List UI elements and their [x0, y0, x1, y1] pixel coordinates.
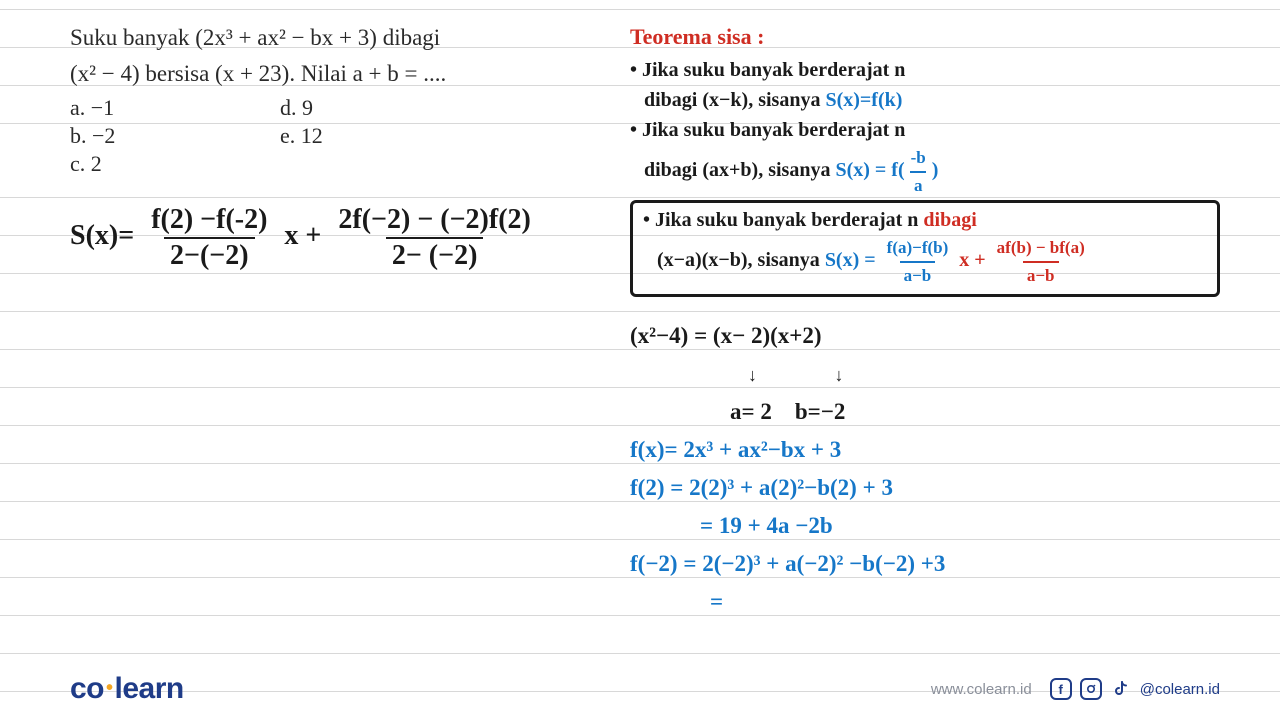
theorem-b2-frac-den: a — [910, 171, 927, 199]
theorem-b2-blue-post: ) — [932, 159, 939, 181]
sx-frac-1-num: f(2) −f(-2) — [145, 203, 273, 237]
brand-dot-icon: • — [104, 677, 115, 699]
work-l6: f(−2) = 2(−2)³ + a(−2)² −b(−2) +3 — [630, 545, 1220, 583]
problem-statement: Suku banyak (2x³ + ax² − bx + 3) dibagi … — [70, 20, 590, 91]
theorem-b3-l2-black: (x−a)(x−b), sisanya — [657, 249, 820, 271]
theorem-b1-l2-blue: S(x)=f(k) — [825, 89, 902, 111]
facebook-icon: f — [1050, 678, 1072, 700]
theorem-b3-f1-num: f(a)−f(b) — [883, 235, 953, 261]
work-l1: (x²−4) = (x− 2)(x+2) — [630, 317, 1220, 355]
footer-right: www.colearn.id f @colearn.id — [931, 678, 1220, 700]
option-c: c. 2 — [70, 151, 280, 177]
left-column: Suku banyak (2x³ + ax² − bx + 3) dibagi … — [70, 20, 590, 621]
theorem-b2-l2-black: dibagi (ax+b), sisanya — [644, 159, 830, 181]
option-b: b. −2 — [70, 123, 280, 149]
work-l7: = — [630, 583, 1220, 621]
sx-frac-2-num: 2f(−2) − (−2)f(2) — [332, 203, 536, 237]
theorem-b3-frac2: af(b) − bf(a)a−b — [993, 235, 1089, 288]
arrow-b: ↓ — [835, 365, 846, 385]
theorem-b3-frac2-wrap: af(b) − bf(a)a−b — [991, 249, 1091, 271]
social-handle: @colearn.id — [1140, 681, 1220, 698]
option-d: d. 9 — [280, 95, 490, 121]
theorem-b2-frac-num: -b — [907, 145, 930, 171]
theorem-b3-l1: • Jika suku banyak berderajat n dibagi — [643, 205, 1207, 235]
theorem-b1-l2-black: dibagi (x−k), sisanya — [644, 89, 820, 111]
theorem-b2-l2-blue: S(x) = f(-ba) — [835, 159, 938, 181]
theorem-b3-f1-den: a−b — [900, 261, 936, 289]
option-e: e. 12 — [280, 123, 490, 149]
work-l5: = 19 + 4a −2b — [630, 507, 1220, 545]
sx-label: S(x)= — [70, 220, 134, 251]
theorem-b3-f2-num: af(b) − bf(a) — [993, 235, 1089, 261]
problem-line-1: Suku banyak (2x³ + ax² − bx + 3) dibagi — [70, 20, 590, 56]
theorem-b3-frac1: f(a)−f(b)a−b — [883, 235, 953, 288]
page-content: Suku banyak (2x³ + ax² − bx + 3) dibagi … — [0, 0, 1280, 621]
sx-frac-2-den: 2− (−2) — [386, 237, 484, 273]
sx-frac-1-den: 2−(−2) — [164, 237, 255, 273]
theorem-b3-blue-pre: S(x) = — [825, 249, 881, 271]
theorem-b2-blue-pre: S(x) = f( — [835, 159, 904, 181]
brand-learn: learn — [115, 672, 184, 705]
arrow-a: ↓ — [748, 365, 759, 385]
theorem-b2-l2: dibagi (ax+b), sisanya S(x) = f(-ba) — [630, 145, 1220, 198]
answer-options: a. −1 d. 9 b. −2 e. 12 c. 2 — [70, 95, 590, 177]
sx-frac-1: f(2) −f(-2) 2−(−2) — [145, 203, 273, 272]
footer-url: www.colearn.id — [931, 681, 1032, 698]
sx-frac-2: 2f(−2) − (−2)f(2) 2− (−2) — [332, 203, 536, 272]
social-icons: f @colearn.id — [1050, 678, 1220, 700]
right-column: Teorema sisa : • Jika suku banyak berder… — [630, 20, 1220, 621]
theorem-b2-frac: -ba — [907, 145, 930, 198]
sx-formula: S(x)= f(2) −f(-2) 2−(−2) x + 2f(−2) − (−… — [70, 203, 590, 272]
theorem-b3-f2-den: a−b — [1023, 261, 1059, 289]
work-l2: a= 2 b=−2 — [630, 393, 1220, 431]
theorem-boxed: • Jika suku banyak berderajat n dibagi (… — [630, 200, 1220, 297]
theorem-block: Teorema sisa : • Jika suku banyak berder… — [630, 20, 1220, 297]
theorem-title: Teorema sisa : — [630, 20, 1220, 53]
theorem-b3-l2-blue: S(x) = f(a)−f(b)a−b — [825, 249, 959, 271]
sx-mid: x + — [284, 220, 321, 251]
option-a: a. −1 — [70, 95, 280, 121]
theorem-b3-l1-red: dibagi — [923, 209, 976, 231]
theorem-b3-mid: x + — [959, 249, 990, 271]
theorem-b1-l2: dibagi (x−k), sisanya S(x)=f(k) — [630, 85, 1220, 115]
theorem-b1-l1: • Jika suku banyak berderajat n — [630, 55, 1220, 85]
work-l3: f(x)= 2x³ + ax²−bx + 3 — [630, 431, 1220, 469]
problem-line-2: (x² − 4) bersisa (x + 23). Nilai a + b =… — [70, 56, 590, 92]
footer: co•learn www.colearn.id f @colearn.id — [0, 672, 1280, 706]
theorem-b2-l1: • Jika suku banyak berderajat n — [630, 115, 1220, 145]
working-steps: (x²−4) = (x− 2)(x+2) ↓ ↓ a= 2 b=−2 f(x)=… — [630, 317, 1220, 621]
tiktok-icon — [1110, 678, 1132, 700]
work-arrows: ↓ ↓ — [630, 355, 1220, 393]
instagram-icon — [1080, 678, 1102, 700]
theorem-b3-l2: (x−a)(x−b), sisanya S(x) = f(a)−f(b)a−b … — [643, 235, 1207, 288]
theorem-b3-l1-black: • Jika suku banyak berderajat n — [643, 209, 923, 231]
work-l4: f(2) = 2(2)³ + a(2)²−b(2) + 3 — [630, 469, 1220, 507]
brand-co: co — [70, 672, 104, 705]
brand-logo: co•learn — [70, 672, 184, 706]
